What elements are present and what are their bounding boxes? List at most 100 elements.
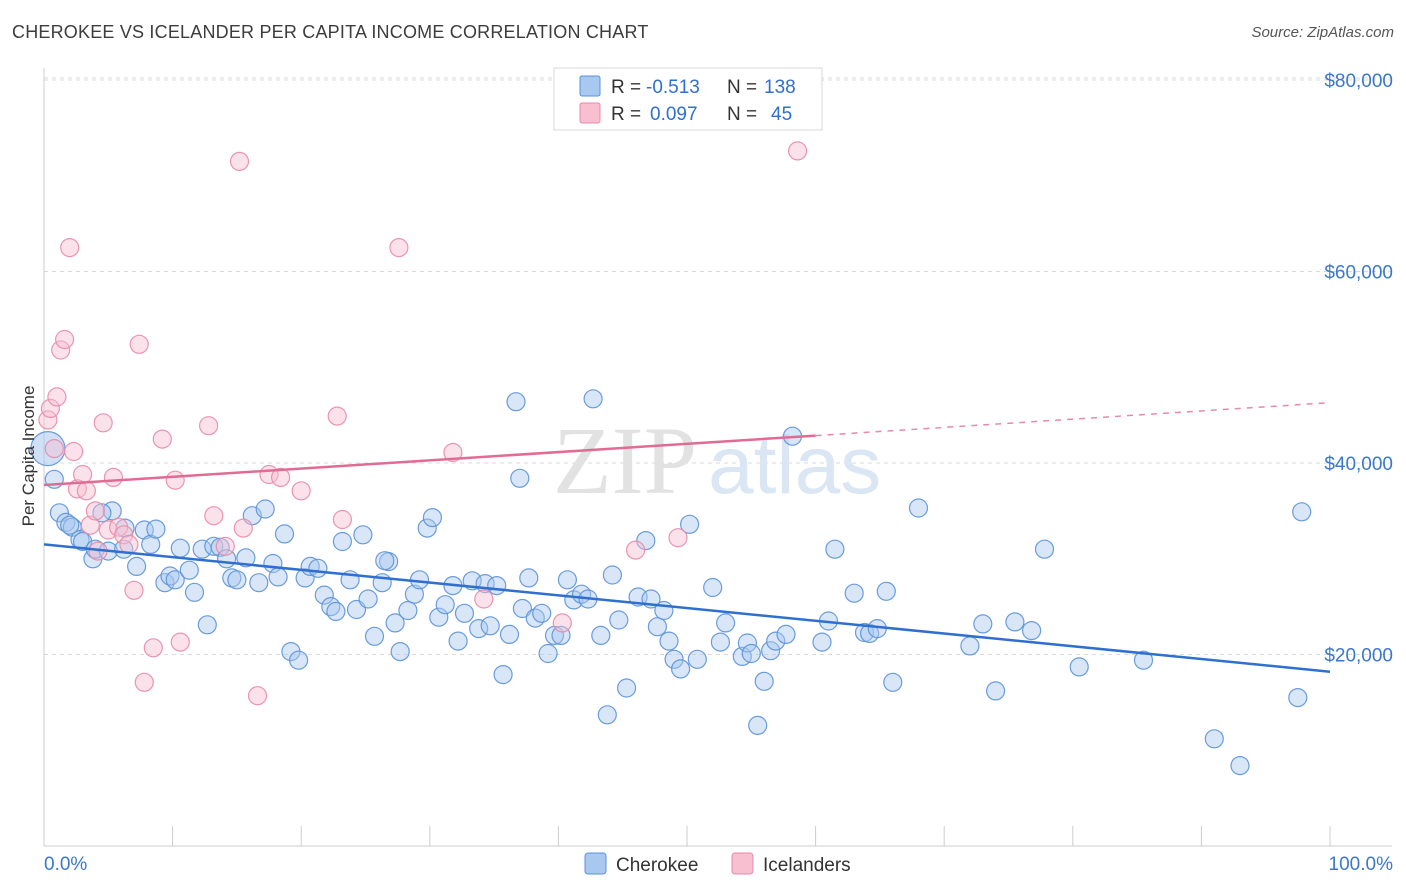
icelander-point xyxy=(38,410,58,430)
cherokee-point xyxy=(1021,620,1042,641)
cherokee-point xyxy=(659,631,679,651)
icelander-point xyxy=(170,632,190,652)
cherokee-point xyxy=(776,624,796,645)
icelander-point xyxy=(271,467,291,487)
watermark: ZIP atlas xyxy=(553,407,881,514)
icelander-point xyxy=(143,638,163,658)
y-tick-label-80000: $80,000 xyxy=(1324,71,1393,92)
cherokee-point xyxy=(398,600,418,621)
icelander-trend-extension xyxy=(815,401,1331,437)
cherokee-point xyxy=(1034,539,1055,559)
cherokee-point xyxy=(1204,729,1224,749)
cherokee-point xyxy=(170,538,190,558)
cherokee-point xyxy=(454,603,475,623)
cherokee-point xyxy=(703,577,723,598)
cherokee-point xyxy=(92,503,112,523)
cherokee-point xyxy=(268,567,288,587)
icelander-point xyxy=(40,398,61,418)
cherokee-point xyxy=(748,715,768,736)
cherokee-point xyxy=(760,641,781,661)
cherokee-point xyxy=(249,573,269,593)
cherokee-point xyxy=(679,514,700,534)
legend-swatch-icelanders xyxy=(579,102,601,124)
icelander-point xyxy=(389,238,409,258)
legend-r-label-icelanders: R = xyxy=(611,104,641,125)
cherokee-point xyxy=(422,507,442,528)
cherokee-point xyxy=(597,705,617,725)
watermark-zip: ZIP xyxy=(553,407,697,514)
correlation-legend: R = -0.513 N = 138 R = 0.097 N = 45 xyxy=(553,67,823,131)
y-tick-label-20000: $20,000 xyxy=(1324,646,1393,667)
cherokee-point xyxy=(741,643,761,664)
cherokee-point xyxy=(647,617,668,637)
y-tick-label-60000: $60,000 xyxy=(1324,263,1393,284)
cherokee-point xyxy=(499,624,520,645)
bottom-legend-label-icelanders: Icelanders xyxy=(763,855,851,876)
y-tick-label-40000: $40,000 xyxy=(1324,454,1393,475)
cherokee-point xyxy=(487,575,507,596)
icelander-point xyxy=(103,467,124,487)
x-tick-label-100: 100.0% xyxy=(1329,854,1394,875)
cherokee-point xyxy=(812,632,832,652)
cherokee-point xyxy=(314,585,334,605)
cherokee-point xyxy=(429,607,449,627)
cherokee-point xyxy=(532,603,552,623)
cherokee-point xyxy=(358,589,378,609)
icelander-point xyxy=(474,589,494,609)
icelander-point xyxy=(93,413,113,433)
icelander-point xyxy=(124,580,144,600)
cherokee-point xyxy=(664,649,684,669)
cherokee-point xyxy=(1230,755,1250,776)
icelander-point xyxy=(47,387,67,407)
cherokee-point xyxy=(687,649,707,669)
cherokee-point xyxy=(609,610,629,630)
watermark-atlas: atlas xyxy=(708,420,881,511)
icelander-point xyxy=(165,470,185,490)
legend-n-label-icelanders: N = xyxy=(727,104,757,125)
cherokee-point xyxy=(844,583,864,603)
icelander-point xyxy=(114,525,134,545)
legend-r-value-cherokee: -0.513 xyxy=(646,77,700,98)
icelander-point xyxy=(668,528,688,548)
cherokee-point xyxy=(448,631,468,651)
series-legend: Cherokee Icelanders xyxy=(584,852,851,876)
cherokee-point xyxy=(670,659,691,679)
legend-n-label-cherokee: N = xyxy=(727,77,757,98)
cherokee-point xyxy=(510,468,530,488)
cherokee-point xyxy=(227,570,247,590)
cherokee-point xyxy=(715,613,736,633)
cherokee-point xyxy=(876,581,896,601)
cherokee-point xyxy=(583,389,603,409)
icelander-point xyxy=(44,439,64,459)
cherokee-point xyxy=(616,678,637,698)
icelander-point xyxy=(63,441,84,462)
cherokee-point xyxy=(364,626,385,646)
legend-r-value-icelanders: 0.097 xyxy=(650,104,698,125)
cherokee-point xyxy=(160,566,180,586)
cherokee-point xyxy=(469,618,489,639)
cherokee-point xyxy=(973,614,993,634)
chart-title: CHEROKEE VS ICELANDER PER CAPITA INCOME … xyxy=(12,22,649,42)
icelander-point xyxy=(80,515,100,535)
icelander-point xyxy=(229,151,250,171)
cherokee-point xyxy=(417,518,437,538)
cherokee-point xyxy=(512,598,533,619)
x-tick-label-0: 0.0% xyxy=(44,854,87,875)
icelander-point xyxy=(215,536,235,556)
icelander-point xyxy=(247,686,268,706)
cherokee-point xyxy=(1292,502,1312,522)
cherokee-point xyxy=(985,681,1006,701)
icelander-point xyxy=(152,429,172,449)
bottom-legend-label-cherokee: Cherokee xyxy=(616,855,698,876)
icelander-point xyxy=(332,509,352,530)
legend-r-label-cherokee: R = xyxy=(611,77,641,98)
cherokee-point xyxy=(179,560,199,580)
cherokee-point xyxy=(353,525,373,545)
icelander-point xyxy=(76,481,97,501)
cherokee-point xyxy=(825,539,845,559)
icelander-point xyxy=(443,442,463,463)
icelander-point xyxy=(552,613,572,633)
icelander-point xyxy=(625,540,646,560)
y-tick-labels: $20,000 $40,000 $60,000 $80,000 xyxy=(1324,71,1393,667)
legend-n-value-icelanders: 45 xyxy=(771,104,792,125)
